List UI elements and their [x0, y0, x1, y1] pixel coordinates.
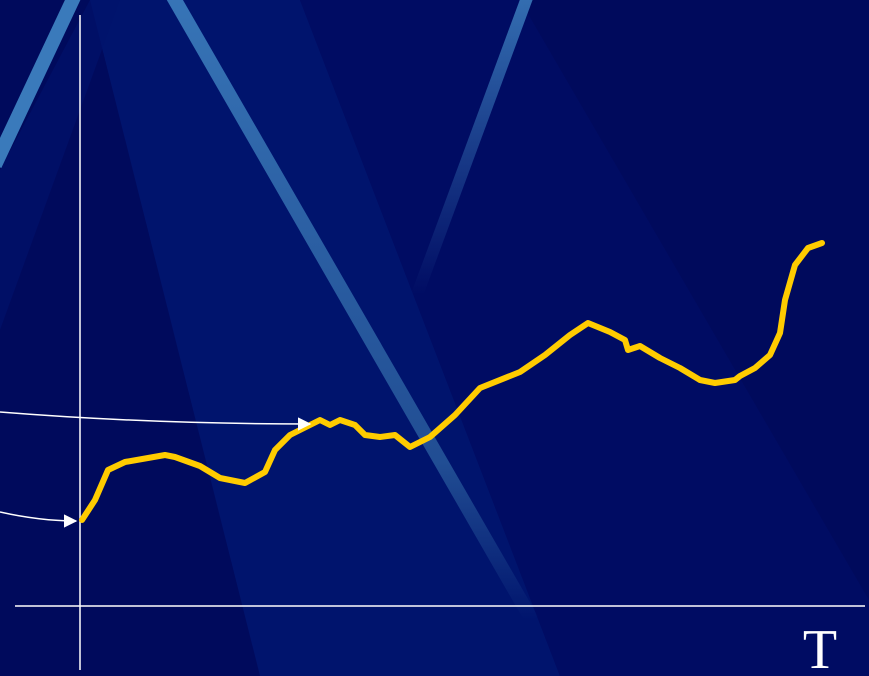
shade-band [300, 0, 869, 676]
arrow [0, 511, 78, 528]
shade-band [90, 0, 560, 676]
stripe [0, 0, 81, 168]
stripe [166, 0, 539, 624]
axis-label: T [803, 619, 837, 676]
stripe [411, 0, 533, 298]
curve [79, 240, 825, 523]
arrow [0, 411, 312, 431]
shade-band [0, 0, 120, 330]
